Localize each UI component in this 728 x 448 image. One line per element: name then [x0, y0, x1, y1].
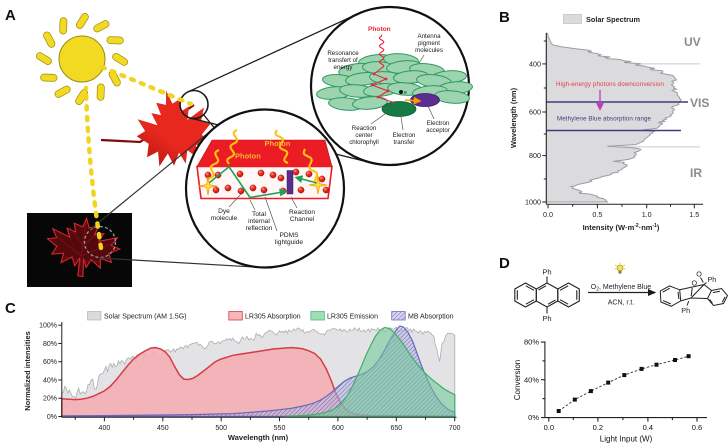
svg-text:transfer: transfer: [394, 139, 415, 146]
svg-text:Antenna: Antenna: [417, 33, 441, 40]
svg-text:600: 600: [529, 108, 541, 117]
svg-text:D: D: [499, 255, 510, 272]
svg-text:0.0: 0.0: [543, 210, 553, 219]
svg-text:550: 550: [274, 425, 286, 432]
svg-text:Total: Total: [252, 211, 266, 218]
svg-text:Electron: Electron: [427, 120, 450, 127]
svg-text:VIS: VIS: [690, 96, 709, 110]
svg-text:O2, Methylene Blue: O2, Methylene Blue: [591, 284, 651, 293]
svg-text:450: 450: [157, 425, 169, 432]
svg-text:600: 600: [332, 425, 344, 432]
svg-text:1.0: 1.0: [642, 210, 652, 219]
svg-text:High-energy photons downconver: High-energy photons downconversion: [556, 81, 665, 88]
svg-text:Ph: Ph: [542, 268, 551, 277]
svg-text:UV: UV: [684, 35, 701, 49]
svg-text:center: center: [355, 132, 372, 139]
svg-text:0.2: 0.2: [593, 423, 603, 432]
svg-text:80%: 80%: [43, 341, 57, 348]
svg-text:40%: 40%: [524, 375, 539, 384]
svg-text:Reaction: Reaction: [289, 209, 315, 216]
svg-text:pigment: pigment: [418, 40, 440, 47]
svg-text:Methylene Blue absorption rang: Methylene Blue absorption range: [557, 116, 652, 123]
svg-text:Photon: Photon: [235, 152, 261, 161]
svg-text:1.5: 1.5: [689, 210, 699, 219]
svg-text:80%: 80%: [524, 338, 539, 347]
svg-text:A: A: [5, 7, 16, 24]
svg-text:0.4: 0.4: [643, 423, 653, 432]
svg-text:Photon: Photon: [368, 26, 391, 33]
svg-text:Wavelength (nm): Wavelength (nm): [509, 87, 518, 148]
svg-text:transfert of: transfert of: [328, 57, 358, 64]
svg-text:100%: 100%: [39, 323, 57, 330]
svg-text:MB Absorption: MB Absorption: [408, 314, 454, 321]
svg-text:Ph: Ph: [542, 314, 551, 323]
svg-text:Photon: Photon: [265, 139, 291, 148]
svg-text:40%: 40%: [43, 378, 57, 385]
svg-text:O: O: [696, 269, 702, 278]
svg-text:800: 800: [529, 151, 541, 160]
svg-text:acceptor: acceptor: [426, 127, 450, 134]
svg-text:700: 700: [449, 425, 461, 432]
svg-text:Light Input (W): Light Input (W): [600, 435, 653, 444]
svg-text:1000: 1000: [525, 198, 541, 207]
svg-text:B: B: [499, 9, 510, 26]
svg-text:Ph: Ph: [681, 306, 690, 315]
svg-text:Channel: Channel: [290, 216, 315, 223]
svg-text:Conversion: Conversion: [513, 360, 522, 400]
svg-text:IR: IR: [690, 166, 702, 180]
svg-text:O: O: [692, 279, 698, 288]
svg-text:60%: 60%: [43, 359, 57, 366]
svg-text:chlorophyll: chlorophyll: [349, 139, 379, 146]
svg-text:Ph: Ph: [708, 275, 717, 284]
svg-text:0.0: 0.0: [544, 423, 554, 432]
svg-text:Wavelength (nm): Wavelength (nm): [228, 433, 289, 442]
svg-text:LR305 Absorption: LR305 Absorption: [245, 314, 301, 321]
svg-text:reflection: reflection: [246, 225, 273, 232]
svg-text:internal: internal: [248, 218, 270, 225]
svg-text:LR305 Emission: LR305 Emission: [327, 314, 378, 321]
svg-text:0.6: 0.6: [692, 423, 702, 432]
svg-text:energy: energy: [334, 64, 354, 71]
svg-text:400: 400: [529, 60, 541, 69]
svg-text:ACN, r.t.: ACN, r.t.: [608, 300, 635, 307]
svg-text:400: 400: [99, 425, 111, 432]
svg-text:molecules: molecules: [415, 47, 443, 54]
svg-text:molecule: molecule: [211, 215, 238, 222]
svg-text:Resonance: Resonance: [327, 50, 359, 57]
svg-text:Intensity (W·m-2·nm-1): Intensity (W·m-2·nm-1): [583, 223, 660, 232]
svg-text:0%: 0%: [47, 414, 57, 421]
svg-text:PDMS: PDMS: [279, 232, 299, 239]
svg-text:500: 500: [215, 425, 227, 432]
svg-text:20%: 20%: [43, 396, 57, 403]
svg-text:Dye: Dye: [218, 208, 230, 215]
svg-text:C: C: [5, 300, 16, 317]
svg-text:lightguide: lightguide: [275, 239, 304, 246]
svg-text:Solar Spectrum (AM 1.5G): Solar Spectrum (AM 1.5G): [104, 314, 186, 321]
svg-text:Solar Spectrum: Solar Spectrum: [586, 15, 640, 24]
svg-text:0.5: 0.5: [592, 210, 602, 219]
svg-text:Reaction: Reaction: [352, 125, 377, 132]
svg-text:0%: 0%: [528, 413, 539, 422]
svg-text:Normalized intensities: Normalized intensities: [23, 331, 32, 411]
svg-text:650: 650: [390, 425, 402, 432]
svg-text:e: e: [404, 90, 407, 96]
svg-text:Electron: Electron: [393, 132, 416, 139]
